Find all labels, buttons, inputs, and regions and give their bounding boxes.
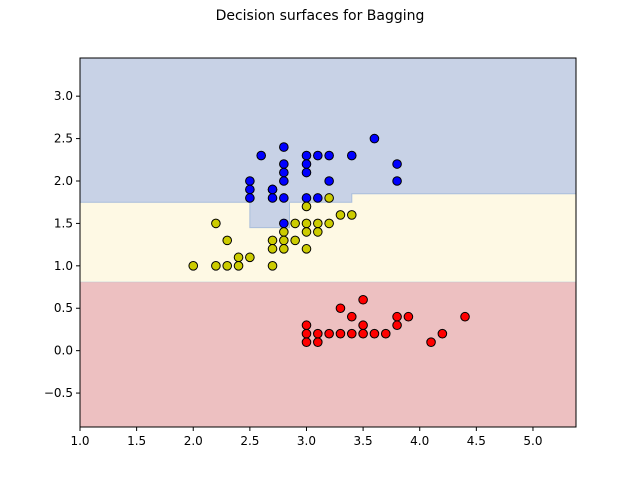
data-point [245, 176, 255, 186]
data-point [233, 261, 244, 271]
data-point [211, 261, 221, 271]
plot-frame [79, 57, 577, 428]
data-point [324, 218, 334, 229]
data-point [279, 218, 289, 229]
data-point [358, 294, 368, 305]
data-point [392, 176, 402, 186]
x-tick-label: 2.5 [240, 434, 259, 448]
data-point [324, 193, 334, 203]
data-point [392, 320, 402, 331]
data-point [324, 176, 334, 186]
data-point [335, 210, 346, 220]
data-point [392, 311, 402, 322]
data-point [279, 193, 289, 203]
data-point [301, 328, 312, 339]
x-tick-label: 2.0 [184, 434, 203, 448]
data-point [403, 311, 414, 322]
data-point [346, 328, 357, 339]
x-tick-label: 4.5 [467, 434, 486, 448]
data-point [245, 193, 255, 203]
data-point [188, 261, 199, 271]
data-point [245, 184, 255, 195]
data-point [245, 252, 255, 263]
data-point [233, 252, 244, 263]
boundary-yellow-blue [80, 193, 576, 229]
data-point [267, 261, 278, 271]
y-tick-label: 2.0 [54, 174, 73, 188]
data-point [313, 337, 323, 347]
data-point [346, 150, 357, 161]
y-tick-label: 2.5 [54, 132, 73, 146]
data-point [279, 244, 289, 254]
data-point [369, 133, 380, 144]
data-point [380, 328, 391, 339]
x-tick-label: 3.0 [297, 434, 316, 448]
data-point [358, 328, 368, 339]
data-point [301, 337, 312, 347]
region-blue [80, 58, 576, 228]
data-point [346, 210, 357, 220]
data-point [301, 159, 312, 169]
y-tick-label: 1.0 [54, 259, 73, 273]
data-point [301, 218, 312, 229]
x-tick-label: 3.5 [354, 434, 373, 448]
data-point [346, 311, 357, 322]
data-point [222, 261, 233, 271]
region-red [80, 281, 576, 427]
data-point [324, 150, 334, 161]
data-point [301, 201, 312, 212]
data-point [301, 244, 312, 254]
data-point [279, 167, 289, 178]
decision-regions [80, 58, 576, 427]
chart-title: Decision surfaces for Bagging [215, 8, 425, 24]
data-point [301, 320, 312, 331]
data-points [188, 133, 470, 347]
y-tick-label: 0.0 [54, 344, 73, 358]
data-point [301, 227, 312, 237]
x-tick-label: 1.5 [127, 434, 146, 448]
data-point [279, 176, 289, 186]
data-point [279, 227, 289, 237]
data-point [437, 328, 448, 339]
data-point [313, 193, 323, 203]
x-tick-label: 4.0 [410, 434, 429, 448]
data-point [211, 218, 221, 229]
data-point [313, 150, 323, 161]
data-point [256, 150, 266, 161]
y-tick-label: 3.0 [54, 89, 73, 103]
data-point [324, 328, 334, 339]
data-point [267, 244, 278, 254]
y-tick-label: 0.5 [54, 301, 73, 315]
data-point [358, 320, 368, 331]
data-point [267, 184, 278, 195]
x-tick-label: 5.0 [523, 434, 542, 448]
data-point [392, 159, 402, 169]
data-point [267, 235, 278, 246]
data-point [301, 193, 312, 203]
data-point [335, 303, 346, 314]
data-point [290, 218, 300, 229]
y-tick-label: 1.5 [54, 216, 73, 230]
data-point [222, 235, 233, 246]
data-point [301, 167, 312, 178]
data-point [290, 235, 300, 246]
data-point [369, 328, 380, 339]
x-tick-label: 1.0 [70, 434, 89, 448]
data-point [279, 142, 289, 152]
data-point [313, 218, 323, 229]
data-point [313, 227, 323, 237]
data-point [335, 328, 346, 339]
data-point [279, 159, 289, 169]
data-point [279, 235, 289, 246]
data-point [313, 328, 323, 339]
axes: 1.0 1.5 2.0 2.5 3.0 3.5 4.0 4.5 5.0 −0.5 0.0 0.5 1.0… [44, 57, 577, 448]
data-point [301, 150, 312, 161]
data-point [426, 337, 436, 347]
data-point [460, 311, 470, 322]
data-point [267, 193, 278, 203]
y-tick-label: −0.5 [44, 386, 73, 400]
